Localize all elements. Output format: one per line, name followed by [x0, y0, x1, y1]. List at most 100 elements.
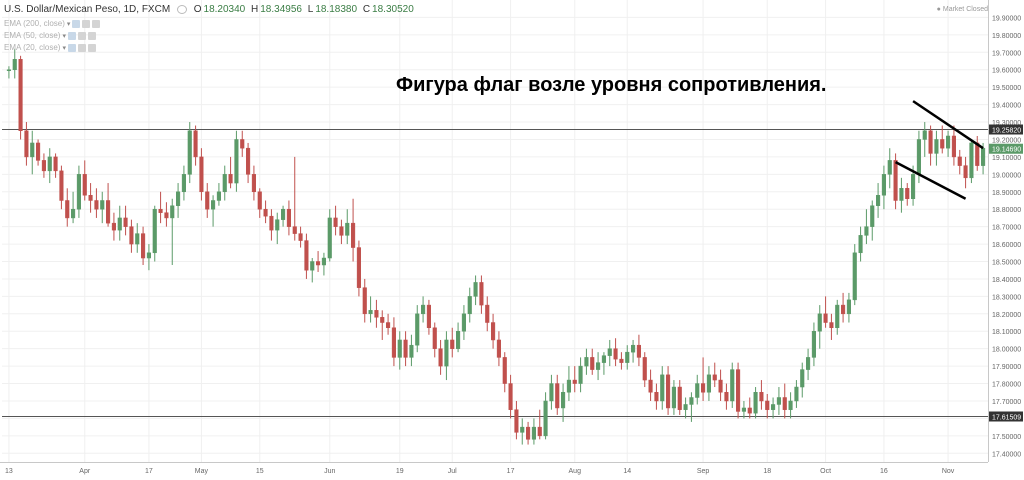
candle-body [747, 407, 752, 414]
candle-body [800, 369, 805, 388]
candle-body [817, 313, 822, 332]
candle-body [281, 208, 286, 220]
candle-body [374, 310, 379, 318]
time-axis[interactable]: 13 Apr 17 May 15 Jun 19 Jul 17 Aug 14 Sep 18 Oct 16 Nov [0, 462, 988, 476]
candle-body [870, 205, 875, 227]
price-tick-label: 19.90000 [992, 15, 1021, 22]
price-tick-label: 19.00000 [992, 172, 1021, 179]
settings-icon[interactable] [67, 31, 76, 40]
candle-body [531, 426, 536, 440]
candle-body [969, 142, 974, 179]
candle-body [957, 156, 962, 166]
hide-icon[interactable] [77, 31, 86, 40]
candle-body [65, 200, 70, 219]
candle-body [275, 219, 280, 231]
candle-body [432, 327, 437, 349]
candle-body [730, 369, 735, 402]
time-tick-label: 16 [880, 468, 888, 475]
market-status: ● Market Closed [936, 6, 988, 13]
hide-icon[interactable] [82, 19, 91, 28]
candle-body [298, 233, 303, 241]
candle-body [59, 170, 64, 201]
hide-icon[interactable] [77, 43, 86, 52]
candle-body [152, 208, 157, 254]
candle-body [916, 139, 921, 175]
candle-body [911, 174, 916, 199]
candle-body [415, 313, 420, 346]
time-tick-label: Jun [324, 468, 335, 475]
price-tick-label: 18.70000 [992, 225, 1021, 232]
close-icon[interactable] [87, 31, 96, 40]
candle-body [543, 400, 548, 437]
candle-body [251, 174, 256, 193]
candle-body [36, 142, 41, 161]
candle-body [123, 217, 128, 227]
candle-body [473, 282, 478, 297]
eye-icon[interactable] [176, 4, 187, 14]
candle-body [765, 400, 770, 410]
candle-body [695, 383, 700, 398]
candle-body [555, 383, 560, 409]
market-status-text: Market Closed [942, 6, 988, 13]
candle-body [846, 299, 851, 315]
candle-body [391, 327, 396, 358]
candle-body [584, 357, 589, 367]
level-price-tag [989, 411, 1023, 422]
candle-body [339, 226, 344, 236]
candle-body [718, 379, 723, 393]
price-axis[interactable]: 17.4000017.5000017.6000017.7000017.80000… [988, 0, 1024, 480]
candle-body [438, 348, 443, 367]
candles [6, 48, 986, 445]
candle-body [234, 139, 239, 184]
candle-body [701, 383, 706, 393]
price-tick-label: 19.80000 [992, 33, 1021, 40]
candle-body [327, 217, 332, 259]
candle-body [141, 233, 146, 259]
close-icon[interactable] [87, 43, 96, 52]
candle-body [164, 212, 169, 219]
candle-body [625, 351, 630, 363]
time-tick-label: 18 [763, 468, 771, 475]
price-tick-label: 19.70000 [992, 50, 1021, 57]
time-tick-label: 14 [623, 468, 631, 475]
candle-body [368, 310, 373, 315]
candle-body [946, 135, 951, 149]
close-icon[interactable] [92, 19, 101, 28]
indicator-ema-50[interactable]: EMA (50, close) ▾ [4, 31, 96, 40]
candle-body [421, 304, 426, 315]
settings-icon[interactable] [67, 43, 76, 52]
candle-body [403, 339, 408, 358]
horizontal-levels [2, 129, 988, 417]
indicator-ema-200[interactable]: EMA (200, close) ▾ [4, 19, 101, 28]
price-tick-label: 17.40000 [992, 451, 1021, 458]
candle-body [806, 357, 811, 370]
time-tick-label: Jul [448, 468, 457, 475]
indicator-ema-20[interactable]: EMA (20, close) ▾ [4, 43, 96, 52]
chevron-down-icon[interactable]: ▾ [62, 45, 66, 52]
candle-body [461, 313, 466, 332]
annotation-text: Фигура флаг возле уровня сопротивления. [396, 74, 827, 96]
candle-body [386, 322, 391, 329]
chevron-down-icon[interactable]: ▾ [62, 33, 66, 40]
symbol-title[interactable]: U.S. Dollar/Mexican Peso, 1D, FXCM [4, 4, 171, 15]
time-tick-label: Aug [569, 468, 582, 475]
time-tick-label: 17 [507, 468, 515, 475]
settings-icon[interactable] [72, 19, 81, 28]
price-tick-label: 17.80000 [992, 382, 1021, 389]
chart-header: U.S. Dollar/Mexican Peso, 1D, FXCM O 18.2… [4, 4, 417, 15]
candle-body [951, 135, 956, 158]
candle-body [963, 165, 968, 179]
candle-body [654, 392, 659, 402]
chevron-down-icon[interactable]: ▾ [66, 21, 71, 28]
price-tick-label: 17.90000 [992, 364, 1021, 371]
candle-body [811, 330, 816, 358]
last-price-label: 19.14690 [992, 147, 1021, 154]
candle-body [934, 139, 939, 154]
candle-body [776, 397, 781, 405]
candle-body [304, 240, 309, 271]
candle-body [666, 374, 671, 409]
close-value: 18.30520 [372, 4, 414, 15]
candle-body [211, 200, 216, 210]
indicator-label: EMA (200, close) [4, 19, 65, 28]
